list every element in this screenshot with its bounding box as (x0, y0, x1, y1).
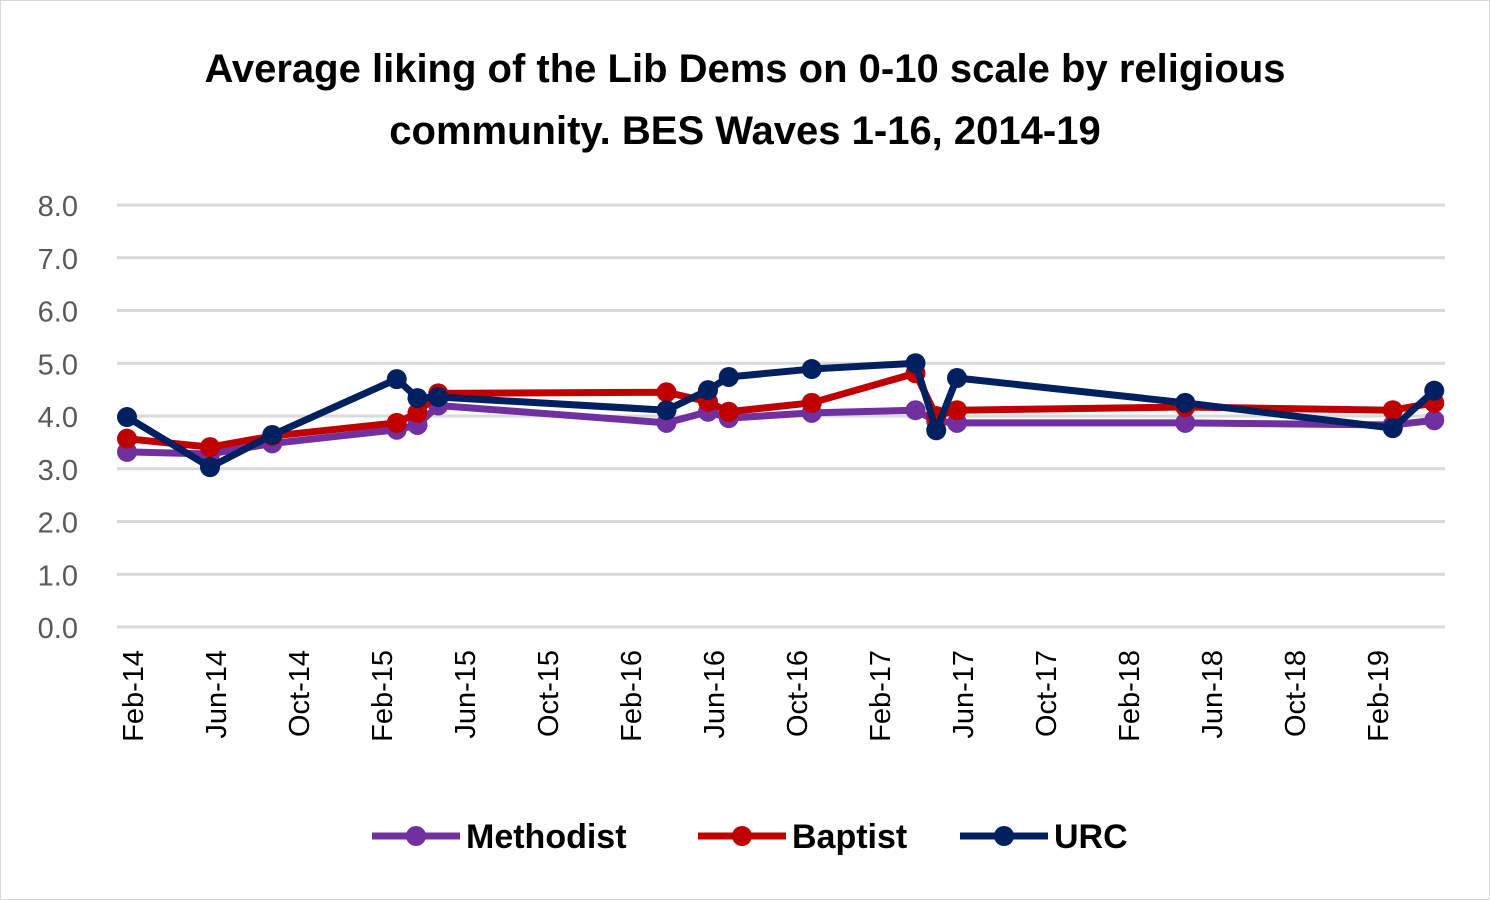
x-tick-label: Feb-19 (1363, 650, 1395, 742)
x-tick-label: Oct-17 (1031, 650, 1063, 737)
data-point-baptist (656, 382, 677, 403)
chart-title-line-2: community. BES Waves 1-16, 2014-19 (389, 109, 1101, 153)
data-point-urc (698, 380, 718, 401)
y-tick-label: 2.0 (38, 508, 78, 540)
y-tick-label: 3.0 (38, 455, 78, 487)
data-point-baptist (386, 412, 407, 433)
x-tick-label: Feb-15 (367, 650, 399, 742)
x-tick-label: Feb-17 (865, 650, 897, 742)
data-point-urc (926, 420, 947, 441)
data-point-methodist (905, 400, 926, 421)
y-tick-label: 4.0 (38, 402, 78, 434)
data-point-urc (1424, 380, 1445, 401)
data-point-baptist (801, 392, 822, 413)
data-point-urc (407, 388, 428, 409)
y-tick-label: 0.0 (38, 613, 78, 645)
y-tick-label: 7.0 (38, 244, 78, 276)
legend-marker-methodist (406, 826, 426, 846)
data-point-urc (262, 424, 283, 445)
data-point-baptist (117, 428, 137, 449)
legend-label-baptist: Baptist (792, 818, 907, 856)
x-tick-label: Feb-18 (1114, 650, 1146, 742)
data-point-baptist (200, 437, 220, 458)
data-point-urc (1175, 392, 1196, 413)
data-point-baptist (407, 402, 428, 423)
data-point-baptist (718, 401, 739, 422)
x-tick-label: Jun-15 (450, 650, 482, 739)
x-tick-label: Jun-16 (699, 650, 731, 739)
chart-title-line-1: Average liking of the Lib Dems on 0-10 s… (204, 47, 1286, 91)
data-point-urc (905, 353, 926, 374)
x-tick-label: Jun-14 (201, 650, 233, 739)
data-point-urc (656, 400, 677, 421)
series-line-baptist (126, 369, 1435, 451)
legend-marker-urc (994, 826, 1014, 846)
x-tick-label: Oct-18 (1280, 650, 1312, 737)
data-point-urc (200, 457, 220, 478)
data-point-baptist (947, 400, 967, 421)
data-point-urc (801, 359, 822, 380)
data-point-baptist (1382, 400, 1403, 421)
y-tick-label: 8.0 (38, 191, 78, 223)
x-tick-label: Oct-16 (782, 650, 814, 737)
data-point-urc (117, 407, 137, 428)
x-tick-label: Oct-15 (533, 650, 565, 737)
series-line-urc (125, 359, 1437, 471)
data-point-urc (947, 368, 967, 389)
data-point-urc (386, 369, 407, 390)
data-point-urc (1382, 418, 1403, 439)
chart-title: Average liking of the Lib Dems on 0-10 s… (0, 38, 1490, 162)
data-point-urc (718, 366, 739, 387)
y-tick-label: 1.0 (38, 560, 78, 592)
x-tick-label: Jun-17 (948, 650, 980, 739)
x-tick-label: Feb-14 (118, 650, 150, 742)
data-point-methodist (1424, 410, 1445, 431)
data-point-urc (428, 387, 449, 408)
x-tick-label: Jun-18 (1197, 650, 1229, 739)
x-tick-label: Feb-16 (616, 650, 648, 742)
legend-label-urc: URC (1054, 818, 1128, 856)
series-line-methodist (126, 401, 1435, 458)
data-point-methodist (1175, 412, 1196, 433)
legend-label-methodist: Methodist (466, 818, 627, 856)
y-tick-label: 6.0 (38, 297, 78, 329)
legend-marker-baptist (732, 826, 752, 846)
x-tick-label: Oct-14 (284, 650, 316, 737)
y-tick-label: 5.0 (38, 349, 78, 381)
